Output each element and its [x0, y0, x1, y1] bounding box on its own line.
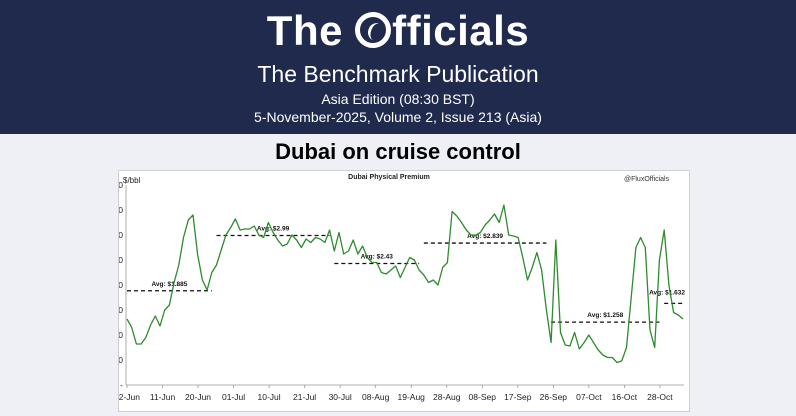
- chart-title: Dubai Physical Premium: [348, 174, 430, 181]
- x-tick-label: 21-Jul: [293, 392, 316, 402]
- y-tick-label: 1.00: [119, 330, 123, 340]
- y-tick-label: 3.50: [119, 205, 123, 215]
- average-label: Avg: $1.885: [151, 281, 187, 288]
- y-tick-label: 0.50: [119, 355, 123, 365]
- x-tick-label: 26-Sep: [540, 392, 568, 402]
- y-tick-label: 4.00: [119, 180, 123, 190]
- x-tick-label: 01-Jul: [222, 392, 245, 402]
- edition-line: Asia Edition (08:30 BST): [321, 91, 475, 107]
- flame-logo-icon: [355, 12, 392, 48]
- premium-line-chart: Dubai Physical Premium $/bbl @FluxOffici…: [106, 174, 685, 402]
- publication-title: The Benchmark Publication: [257, 61, 539, 87]
- brand-logo: The fficials: [266, 7, 530, 54]
- x-tick-label: 20-Jun: [185, 392, 211, 402]
- average-label: Avg: $2.839: [467, 233, 503, 240]
- watermark: @FluxOfficials: [624, 176, 670, 183]
- x-tick-label: 17-Sep: [504, 392, 532, 402]
- issue-line: 5-November-2025, Volume 2, Issue 213 (As…: [254, 109, 542, 125]
- average-label: Avg: $2.99: [257, 226, 290, 233]
- x-tick-label: 10-Jul: [258, 392, 281, 402]
- y-axis-label: $/bbl: [123, 176, 141, 185]
- article-headline: Dubai on cruise control: [275, 139, 521, 164]
- chart-container: Dubai Physical Premium $/bbl @FluxOffici…: [106, 170, 690, 412]
- y-tick-label: 2.50: [119, 255, 123, 265]
- average-label: Avg: $1.258: [587, 312, 623, 319]
- x-tick-label: 19-Aug: [398, 392, 426, 402]
- x-tick-label: 28-Oct: [647, 392, 673, 402]
- x-tick-label: 11-Jun: [150, 392, 176, 402]
- average-label: Avg: $1.632: [649, 289, 685, 296]
- header-banner: The fficials The Benchmark Publication A…: [0, 0, 796, 134]
- x-tick-label: 30-Jul: [329, 392, 352, 402]
- average-label: Avg: $2.43: [361, 254, 394, 261]
- y-tick-label: 2.00: [119, 280, 123, 290]
- x-tick-label: 28-Aug: [433, 392, 461, 402]
- y-tick-label: 1.50: [119, 305, 123, 315]
- x-tick-label: 08-Aug: [362, 392, 390, 402]
- series-line: [126, 204, 684, 364]
- x-tick-label: 16-Oct: [612, 392, 638, 402]
- y-tick-label: -: [120, 380, 123, 390]
- x-tick-label: 02-Jun: [119, 392, 140, 402]
- y-tick-label: 3.00: [119, 230, 123, 240]
- x-tick-label: 07-Oct: [576, 392, 602, 402]
- x-tick-label: 08-Sep: [469, 392, 497, 402]
